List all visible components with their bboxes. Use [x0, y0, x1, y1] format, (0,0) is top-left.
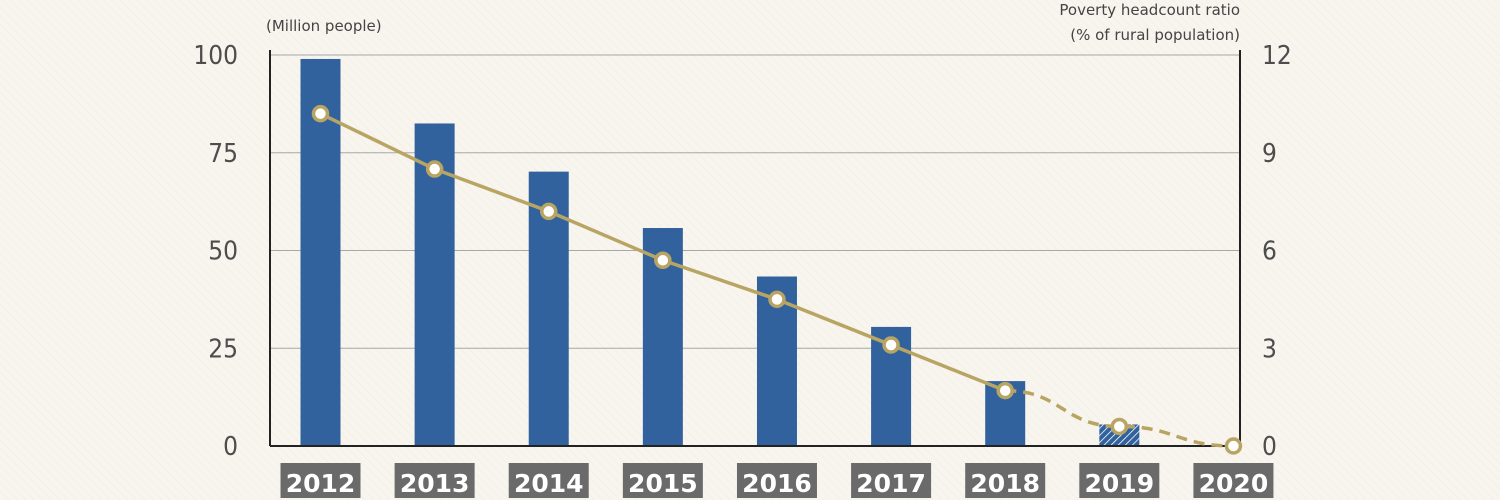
year-label-2020: 2020: [1193, 463, 1274, 498]
year-box: [965, 463, 1046, 498]
right-axis-label-line1: Poverty headcount ratio: [1059, 1, 1240, 19]
year-label-2019: 2019: [1079, 463, 1160, 498]
right-tick-label: 6: [1262, 237, 1277, 267]
year-label-2012: 2012: [280, 463, 361, 498]
year-label-2018: 2018: [965, 463, 1046, 498]
year-text: 2012: [286, 469, 356, 498]
year-box: [851, 463, 932, 498]
bar-2012: [300, 58, 341, 447]
year-label-2014: 2014: [508, 463, 589, 498]
ratio-point-2014: [539, 202, 558, 221]
year-text: 2018: [970, 469, 1040, 498]
year-text: 2014: [514, 469, 584, 498]
ratio-point-2013: [425, 160, 444, 178]
year-box: [508, 463, 589, 498]
ratio-point-2020: [1224, 437, 1243, 455]
year-label-2017: 2017: [851, 463, 932, 498]
ratio-point-2017: [882, 336, 900, 354]
year-box: [1193, 463, 1274, 498]
year-label-2015: 2015: [622, 463, 703, 498]
axes: [269, 50, 1241, 447]
right-tick-label: 9: [1262, 139, 1277, 169]
left-tick-label: 100: [193, 41, 238, 71]
year-text: 2019: [1085, 469, 1155, 498]
year-box: [736, 463, 817, 498]
ratio-line: [311, 104, 1243, 455]
year-text: 2013: [400, 469, 470, 498]
year-box: [394, 463, 475, 498]
year-box: [280, 463, 361, 498]
left-tick-label: 0: [223, 432, 238, 462]
right-tick-label: 0: [1262, 432, 1277, 462]
right-tick-label: 3: [1262, 334, 1277, 364]
bar-2019: [1099, 424, 1140, 446]
ratio-line-dashed: [1005, 388, 1234, 448]
ratio-point-2019: [1110, 417, 1129, 436]
year-text: 2020: [1199, 469, 1269, 498]
year-label-2016: 2016: [736, 463, 817, 498]
left-tick-label: 25: [208, 334, 238, 364]
year-label-2013: 2013: [394, 463, 475, 498]
ratio-point-2015: [654, 251, 672, 270]
left-tick-label: 50: [208, 237, 238, 267]
year-box: [1079, 463, 1160, 498]
left-axis-label: (Million people): [266, 17, 382, 35]
right-tick-label: 12: [1262, 41, 1292, 71]
year-text: 2017: [856, 469, 926, 498]
labels: 0 25 50 75 100 0 3 6 9 12 2012 2013 2014 2015 2016 2017…: [193, 41, 1292, 498]
year-box: [622, 463, 703, 498]
ratio-point-2012: [311, 104, 330, 123]
year-text: 2015: [628, 469, 698, 498]
ratio-point-2018: [996, 381, 1014, 400]
year-text: 2016: [742, 469, 812, 498]
ratio-point-2016: [768, 290, 786, 309]
right-axis-label-line2: (% of rural population): [1070, 26, 1240, 44]
left-tick-label: 75: [208, 139, 238, 169]
